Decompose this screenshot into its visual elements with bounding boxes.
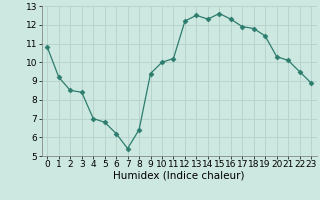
X-axis label: Humidex (Indice chaleur): Humidex (Indice chaleur)	[114, 171, 245, 181]
